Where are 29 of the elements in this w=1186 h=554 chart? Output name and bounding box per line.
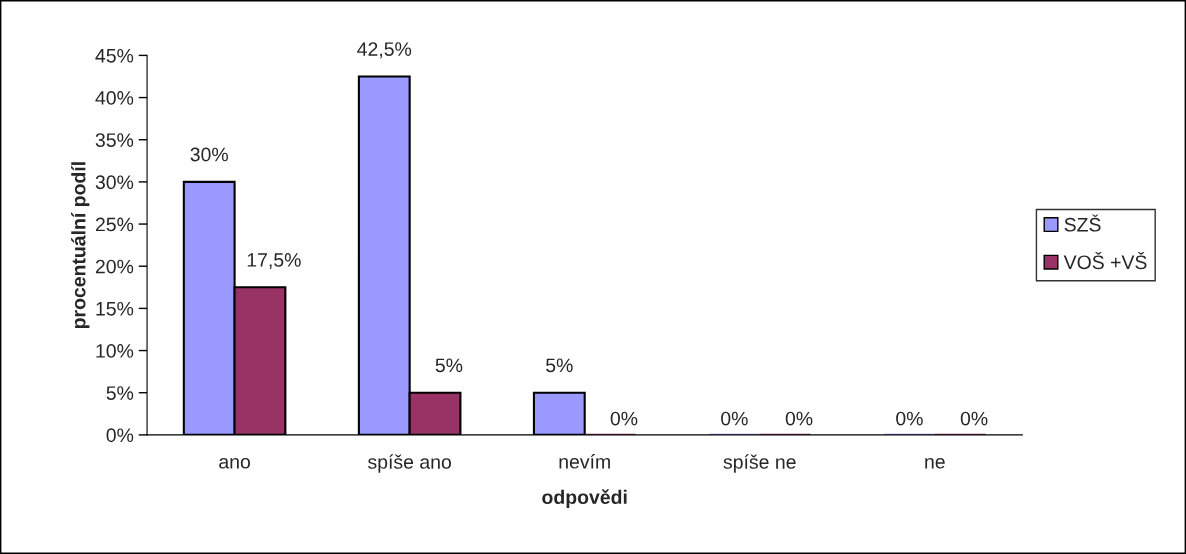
- data-label: 30%: [190, 147, 228, 162]
- y-tick-label: 45%: [95, 48, 134, 63]
- y-axis-title: procentuální podíl: [71, 162, 90, 329]
- x-tick-label: spíše ano: [368, 454, 451, 473]
- y-tick-label: 15%: [96, 301, 134, 316]
- x-tick-label: spíše ne: [723, 454, 796, 473]
- data-label: 0%: [896, 411, 923, 426]
- x-tick-label: nevím: [559, 454, 610, 469]
- y-tick-label: 10%: [96, 344, 134, 358]
- y-tick-label: 5%: [106, 386, 134, 400]
- y-tick-label: 35%: [95, 133, 134, 147]
- y-tick-label: 30%: [95, 175, 134, 190]
- data-label: 5%: [546, 358, 573, 373]
- data-label: 17,5%: [247, 253, 301, 270]
- data-label: 0%: [785, 411, 813, 426]
- data-label: 0%: [721, 411, 748, 426]
- legend-label: SZŠ: [1064, 214, 1101, 232]
- data-label: 0%: [610, 411, 638, 426]
- y-tick-label: 0%: [106, 428, 134, 443]
- y-tick-label: 40%: [95, 91, 134, 105]
- legend-label: VOŠ +VŠ: [1063, 251, 1147, 270]
- y-tick-label: 20%: [95, 259, 134, 274]
- data-label: 0%: [960, 411, 988, 426]
- x-axis-title: odpovědi: [542, 489, 627, 508]
- data-label: 5%: [435, 358, 463, 373]
- x-tick-label: ano: [219, 457, 250, 469]
- data-label: 42,5%: [357, 42, 412, 59]
- y-tick-label: 25%: [95, 217, 134, 232]
- x-tick-label: ne: [925, 457, 945, 469]
